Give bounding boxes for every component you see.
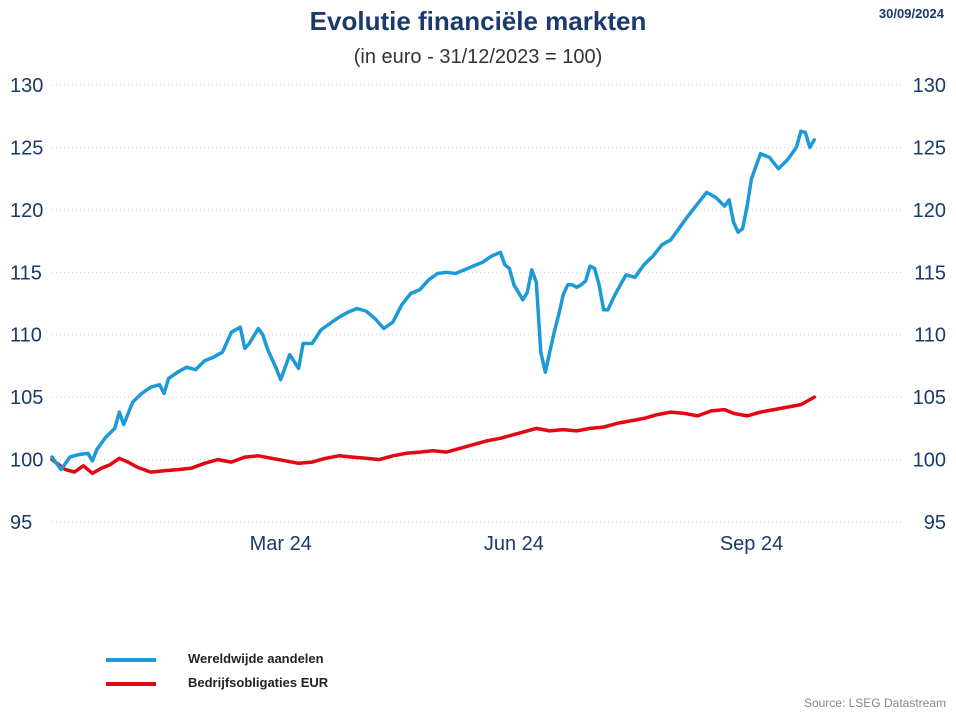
y-tick-label-left: 130 — [10, 75, 43, 97]
y-tick-label-right: 125 — [913, 137, 946, 159]
y-tick-label-left: 115 — [10, 262, 42, 284]
y-tick-label-left: 95 — [10, 512, 32, 534]
chart-title: Evolutie financiële markten — [309, 6, 647, 36]
date-label: 30/09/2024 — [878, 6, 944, 21]
y-tick-label-right: 120 — [913, 200, 946, 222]
y-tick-label-left: 110 — [10, 325, 42, 347]
y-tick-label-left: 105 — [10, 387, 43, 409]
x-tick-label: Sep 24 — [720, 533, 783, 555]
y-tick-label-right: 105 — [913, 387, 946, 409]
y-tick-label-right: 100 — [913, 450, 946, 472]
line-chart: 95 95 100 100 105 105 110 110 115 115 120 120 125 125… — [10, 75, 946, 555]
y-tick-label-right: 110 — [914, 325, 946, 347]
y-tick-label-right: 130 — [913, 75, 946, 97]
y-tick-label-left: 100 — [10, 450, 43, 472]
series-line-wereldwijde-aandelen — [50, 129, 817, 472]
chart-subtitle: (in euro - 31/12/2023 = 100) — [353, 46, 603, 68]
legend-swatch-bonds — [106, 682, 156, 686]
series-line-bedrijfsobligaties-eur — [50, 395, 817, 476]
legend-label-equities: Wereldwijde aandelen — [188, 651, 324, 666]
legend-label-bonds: Bedrijfsobligaties EUR — [188, 675, 329, 690]
y-tick-label-left: 125 — [10, 137, 43, 159]
source-note: Source: LSEG Datastream — [803, 696, 946, 710]
legend-swatch-equities — [106, 658, 156, 662]
y-tick-label-right: 95 — [924, 512, 946, 534]
x-tick-label: Mar 24 — [250, 533, 312, 555]
y-tick-label-right: 115 — [914, 262, 946, 284]
x-tick-label: Jun 24 — [484, 533, 544, 555]
y-tick-label-left: 120 — [10, 200, 43, 222]
